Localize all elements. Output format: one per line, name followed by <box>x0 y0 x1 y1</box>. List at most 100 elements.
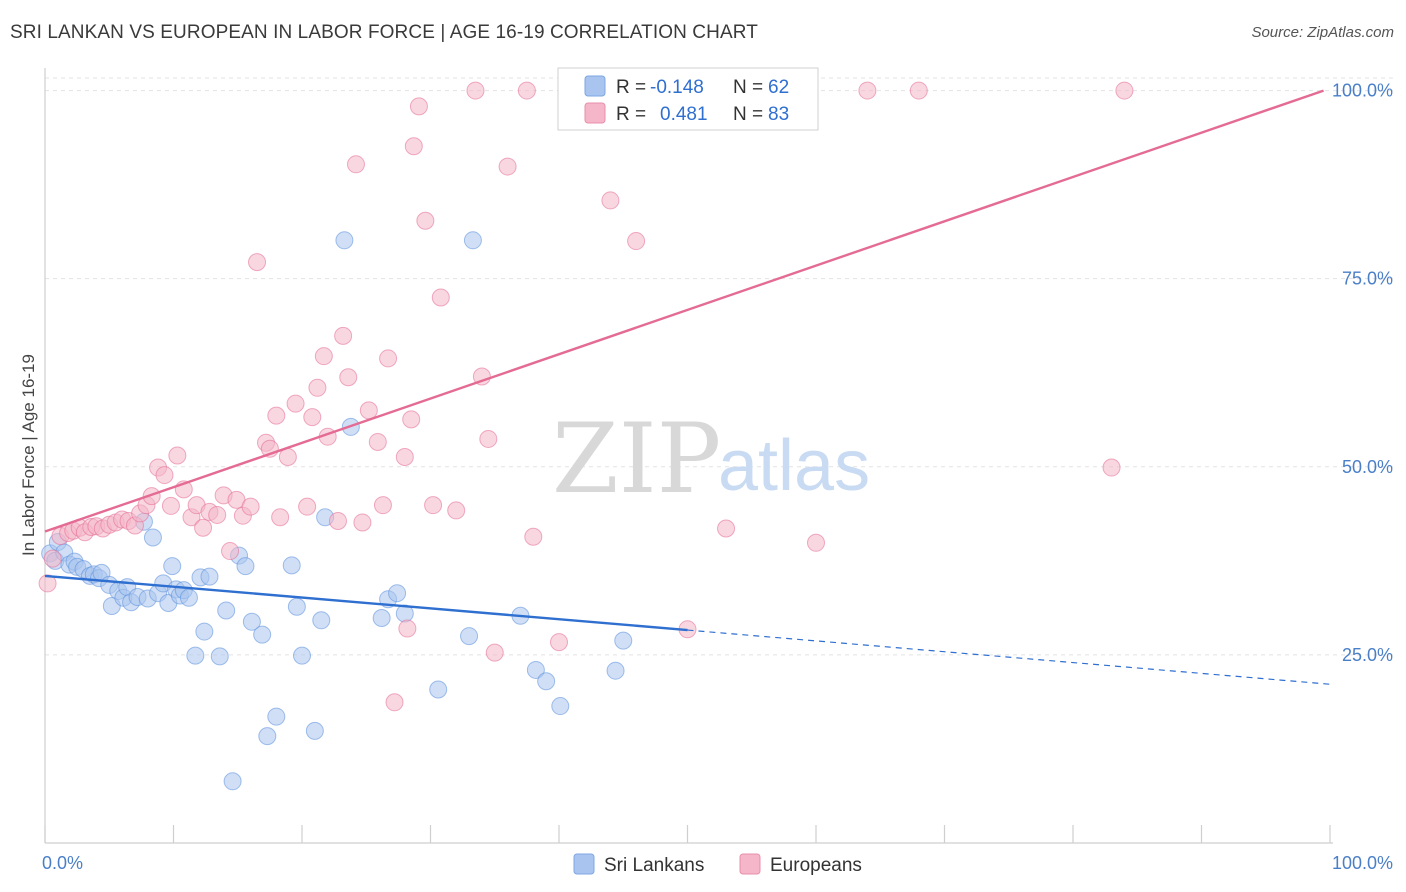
legend-r-value-1: -0.148 <box>650 77 704 98</box>
data-point-1-27 <box>208 505 227 524</box>
data-point-1-19 <box>155 466 174 485</box>
data-point-1-77 <box>717 519 736 538</box>
data-point-1-42 <box>308 378 327 397</box>
data-point-0-55 <box>429 680 448 699</box>
data-point-1-68 <box>498 157 517 176</box>
data-point-1-21 <box>168 446 187 465</box>
legend-n-value-2: 83 <box>768 104 789 125</box>
data-point-0-62 <box>606 661 625 680</box>
data-point-1-1 <box>43 549 62 568</box>
data-point-1-53 <box>379 349 398 368</box>
legend-r-value-2: 0.481 <box>660 104 708 125</box>
data-point-0-21 <box>143 528 162 547</box>
data-point-1-36 <box>267 406 286 425</box>
series-europeans <box>38 81 1134 712</box>
data-point-1-65 <box>472 367 491 386</box>
legend-box: R = -0.148 N = 62 R = 0.481 N = 83 <box>557 67 819 131</box>
data-point-1-43 <box>314 347 333 366</box>
x-tick-label-max: 100.0% <box>1332 853 1393 873</box>
data-point-1-66 <box>479 429 498 448</box>
legend-swatch-sri-lankans <box>584 75 606 97</box>
y-tick-label-3: 100.0% <box>1332 81 1393 101</box>
data-point-1-52 <box>373 496 392 515</box>
data-point-1-73 <box>601 191 620 210</box>
data-point-1-47 <box>339 368 358 387</box>
y-tick-label-0: 25.0% <box>1342 645 1393 665</box>
bottom-legend: Sri Lankans Europeans <box>573 853 862 876</box>
legend-n-label-1: N = <box>733 77 763 98</box>
data-point-1-55 <box>398 619 417 638</box>
legend-n-label-2: N = <box>733 104 763 125</box>
data-point-0-51 <box>372 609 391 628</box>
data-point-1-80 <box>909 81 928 100</box>
data-point-1-67 <box>485 643 504 662</box>
data-point-1-40 <box>298 497 317 516</box>
data-point-1-57 <box>385 693 404 712</box>
data-point-0-53 <box>388 584 407 603</box>
trend-line-0 <box>44 574 688 632</box>
data-point-1-46 <box>334 326 353 345</box>
data-point-1-64 <box>466 81 485 100</box>
data-point-0-56 <box>460 627 479 646</box>
data-point-1-61 <box>424 496 443 515</box>
data-point-1-69 <box>517 81 536 100</box>
x-axis-ticks <box>44 825 1331 843</box>
data-point-0-32 <box>195 622 214 641</box>
data-point-1-78 <box>807 533 825 552</box>
legend-swatch-europeans <box>584 102 606 124</box>
y-tick-label-1: 50.0% <box>1342 457 1393 477</box>
data-point-0-49 <box>335 231 354 250</box>
data-point-0-61 <box>551 697 570 716</box>
data-point-1-62 <box>431 288 450 307</box>
data-point-1-79 <box>858 81 877 100</box>
legend-r-label-2: R = <box>616 104 646 125</box>
data-point-1-33 <box>248 253 267 272</box>
data-point-1-51 <box>368 432 387 451</box>
data-point-1-60 <box>416 211 435 230</box>
data-point-0-63 <box>614 631 633 650</box>
data-point-1-25 <box>194 518 213 537</box>
data-point-0-29 <box>179 588 198 607</box>
data-point-1-29 <box>221 542 240 561</box>
data-point-1-56 <box>402 410 421 429</box>
data-point-0-42 <box>267 707 286 726</box>
data-point-0-45 <box>293 646 311 665</box>
data-point-0-35 <box>217 601 236 620</box>
data-point-0-46 <box>305 721 324 740</box>
watermark-atlas: atlas <box>718 426 870 506</box>
x-tick-label-min: 0.0% <box>42 853 83 873</box>
data-point-1-41 <box>303 408 322 427</box>
data-point-1-32 <box>241 497 260 516</box>
y-tick-label-2: 75.0% <box>1342 269 1393 289</box>
data-point-0-30 <box>186 646 205 665</box>
data-point-0-38 <box>236 557 255 576</box>
series-sri-lankans <box>41 231 633 791</box>
bottom-legend-label-europeans: Europeans <box>770 855 862 876</box>
data-point-0-33 <box>200 567 219 586</box>
data-point-1-39 <box>286 394 305 413</box>
trend-line-extension-0 <box>687 629 1331 685</box>
data-point-1-54 <box>395 448 414 467</box>
chart-source: Source: ZipAtlas.com <box>1251 24 1394 41</box>
data-point-0-47 <box>312 611 331 630</box>
chart-title: SRI LANKAN VS EUROPEAN IN LABOR FORCE | … <box>10 22 758 43</box>
data-point-0-57 <box>463 231 482 250</box>
data-point-0-59 <box>526 660 545 679</box>
data-point-1-82 <box>1115 81 1134 100</box>
data-point-0-40 <box>253 625 272 644</box>
data-point-1-74 <box>627 232 646 251</box>
data-point-1-71 <box>550 633 568 652</box>
data-point-0-60 <box>537 672 556 691</box>
data-point-0-25 <box>163 557 182 576</box>
series-layer <box>38 81 1331 791</box>
y-tick-labels: 25.0% 50.0% 75.0% 100.0% <box>1332 81 1393 665</box>
data-point-0-36 <box>223 772 242 791</box>
legend-n-value-1: 62 <box>768 77 789 98</box>
data-point-1-37 <box>271 508 290 527</box>
data-point-0-39 <box>242 612 261 631</box>
data-point-1-59 <box>409 97 428 116</box>
data-point-1-81 <box>1102 458 1121 477</box>
data-point-1-20 <box>161 496 180 515</box>
data-point-1-63 <box>447 501 466 520</box>
